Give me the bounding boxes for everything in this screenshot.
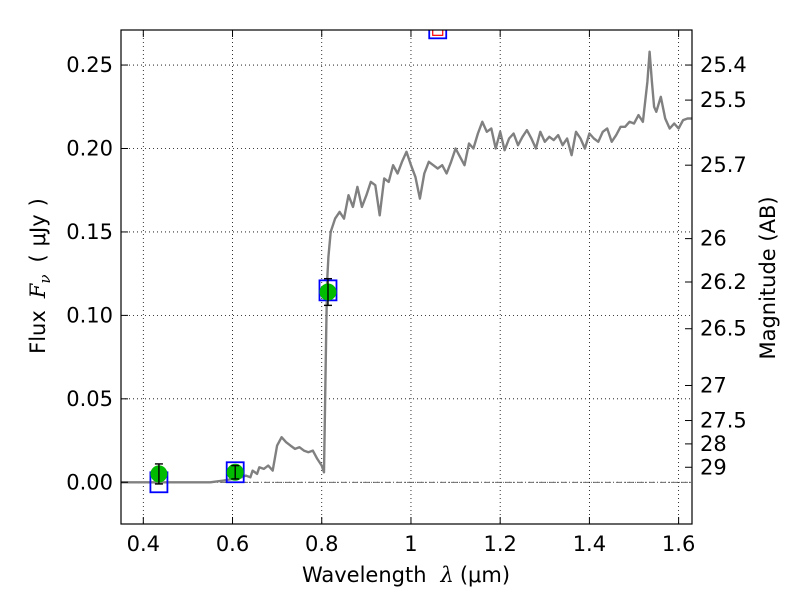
x-tick-label: 1.2	[483, 532, 516, 556]
x-tick-labels: 0.4 0.6 0.8 1 1.2 1.4 1.6	[127, 532, 696, 556]
magnitude-tick-label: 26	[700, 227, 727, 251]
plot-area	[121, 30, 692, 494]
x-tick-label: 0.4	[127, 532, 160, 556]
magnitude-tick-label: 29	[700, 455, 727, 479]
x-tick-label: 1.6	[662, 532, 695, 556]
y-tick-label: 0.10	[66, 303, 113, 327]
magnitude-tick-label: 27.5	[700, 409, 747, 433]
grid	[121, 30, 692, 524]
magnitude-tick-label: 26.5	[700, 317, 747, 341]
x-tick-label: 1	[404, 532, 417, 556]
x-tick-label: 0.8	[305, 532, 338, 556]
magnitude-tick-label: 27	[700, 373, 727, 397]
y-tick-label: 0.25	[66, 53, 113, 77]
magnitude-tick-label: 26.2	[700, 270, 747, 294]
spectrum-line	[121, 50, 692, 484]
model-point-highlight	[432, 30, 444, 36]
tick-marks	[121, 30, 692, 524]
y-tick-labels: 0.00 0.05 0.10 0.15 0.20 0.25	[66, 53, 113, 494]
y-axis-label: FluxFν(μJy)	[26, 198, 54, 354]
x-tick-label: 0.6	[216, 532, 249, 556]
x-tick-label: 1.4	[573, 532, 606, 556]
plot-frame	[120, 29, 693, 525]
model-point	[428, 30, 448, 40]
y-tick-label: 0.05	[66, 387, 113, 411]
y-tick-label: 0.15	[66, 220, 113, 244]
x-axis-label: Wavelength λ (μm)	[302, 563, 510, 587]
magnitude-tick-label: 25.4	[700, 53, 747, 77]
magnitude-tick-label: 28	[700, 432, 727, 456]
magnitude-axis-label: Magnitude (AB)	[756, 196, 780, 359]
y-tick-label: 0.20	[66, 136, 113, 160]
magnitude-tick-label: 25.5	[700, 88, 747, 112]
y-tick-label: 0.00	[66, 470, 113, 494]
magnitude-tick-label: 25.7	[700, 153, 747, 177]
